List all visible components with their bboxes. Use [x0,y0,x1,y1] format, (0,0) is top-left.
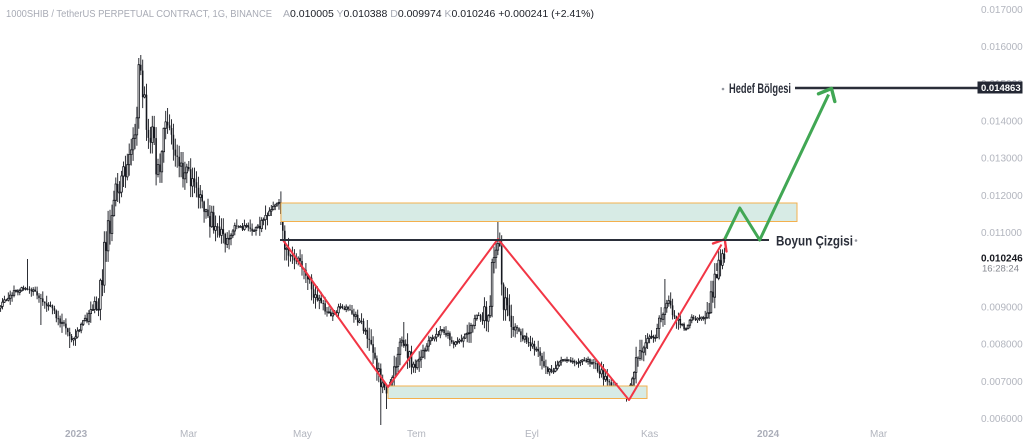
svg-text:0.009000: 0.009000 [981,302,1023,313]
svg-text:0.014000: 0.014000 [981,116,1023,127]
svg-text:0.010246: 0.010246 [981,254,1023,265]
svg-text:Tem: Tem [407,429,426,440]
svg-text:May: May [293,429,312,440]
svg-text:Mar: Mar [180,429,198,440]
svg-text:2023: 2023 [65,429,88,440]
svg-text:Hedef Bölgesi: Hedef Bölgesi [729,81,791,96]
svg-text:16:28:24: 16:28:24 [982,264,1019,275]
svg-text:Boyun Çizgisi: Boyun Çizgisi [776,234,853,249]
svg-text:0.016000: 0.016000 [981,42,1023,53]
svg-text:2024: 2024 [757,429,780,440]
svg-text:1000SHIB / TetherUS PERPETUAL: 1000SHIB / TetherUS PERPETUAL CONTRACT, … [6,8,272,20]
svg-text:0.017000: 0.017000 [981,5,1023,16]
svg-text:Kas: Kas [641,429,658,440]
svg-text:A0.010005 Y0.010388 D0.00997: A0.010005 Y0.010388 D0.009974 K0.010246 … [283,8,594,20]
svg-text:0.013000: 0.013000 [981,154,1023,165]
svg-text:0.008000: 0.008000 [981,340,1023,351]
svg-text:0.014863: 0.014863 [981,83,1021,94]
svg-text:Eyl: Eyl [525,429,539,440]
svg-text:0.012000: 0.012000 [981,191,1023,202]
svg-text:Mar: Mar [870,429,888,440]
svg-text:0.011000: 0.011000 [981,228,1022,239]
svg-text:0.007000: 0.007000 [981,377,1023,388]
svg-text:0.006000: 0.006000 [981,414,1023,425]
